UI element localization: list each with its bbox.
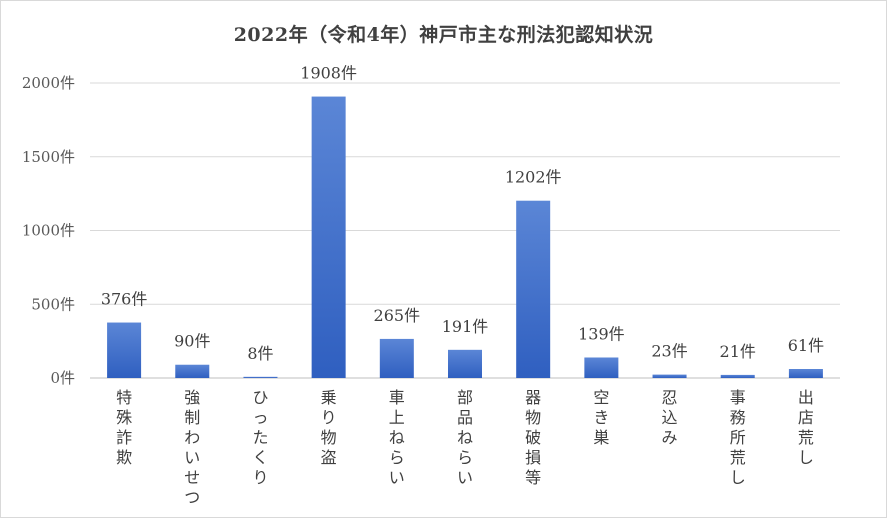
data-label: 376件 — [101, 290, 148, 309]
bar — [448, 349, 482, 378]
bar — [788, 369, 823, 378]
y-tick-label: 2000件 — [22, 74, 75, 92]
bars — [107, 96, 823, 378]
bar — [175, 364, 210, 378]
category-label: 乗り物盗 — [321, 388, 337, 467]
bar — [243, 376, 278, 378]
data-label: 1202件 — [505, 168, 562, 187]
category-label: ひったくり — [252, 388, 268, 487]
category-label: 器物破損等 — [525, 388, 541, 487]
y-tick-label: 1500件 — [22, 148, 75, 166]
bar — [311, 96, 346, 378]
data-label: 21件 — [720, 342, 756, 361]
data-label: 61件 — [788, 336, 824, 355]
category-label: 空き巣 — [593, 388, 609, 447]
data-label: 23件 — [651, 342, 687, 361]
bar — [107, 322, 142, 378]
data-labels: 376件 90件 8件 1908件 265件 191件 1202件 139件 23件 21件 61件 — [101, 64, 824, 363]
y-tick-label: 1000件 — [22, 222, 75, 240]
category-label: 出店荒し — [798, 388, 814, 467]
data-label: 139件 — [578, 324, 625, 343]
y-axis-tick-labels: 0件 500件 1000件 1500件 2000件 — [22, 74, 75, 387]
data-label: 191件 — [442, 317, 489, 336]
category-label: 強制わいせつ — [184, 388, 200, 507]
category-label: 車上ねらい — [389, 388, 405, 487]
chart-title: 2022年（令和4年）神戸市主な刑法犯認知状況 — [233, 24, 654, 46]
category-label: 部品ねらい — [457, 388, 473, 487]
data-label: 90件 — [174, 332, 210, 351]
bar — [720, 374, 755, 378]
x-axis-category-labels: 特殊詐欺 強制わいせつ ひったくり 乗り物盗 車上ねらい 部品ねらい 器物破損等 空き巣 忍込み… — [116, 388, 814, 507]
category-label: 事務所荒し — [730, 388, 746, 487]
bar — [652, 374, 687, 378]
y-tick-label: 500件 — [31, 295, 75, 313]
y-tick-label: 0件 — [50, 369, 75, 387]
bar — [516, 200, 551, 378]
category-label: 特殊詐欺 — [116, 388, 132, 467]
bar — [379, 338, 414, 378]
bar — [584, 357, 619, 378]
data-label: 8件 — [247, 344, 273, 363]
data-label: 265件 — [374, 306, 421, 325]
category-label: 忍込み — [662, 388, 678, 447]
data-label: 1908件 — [300, 64, 357, 83]
